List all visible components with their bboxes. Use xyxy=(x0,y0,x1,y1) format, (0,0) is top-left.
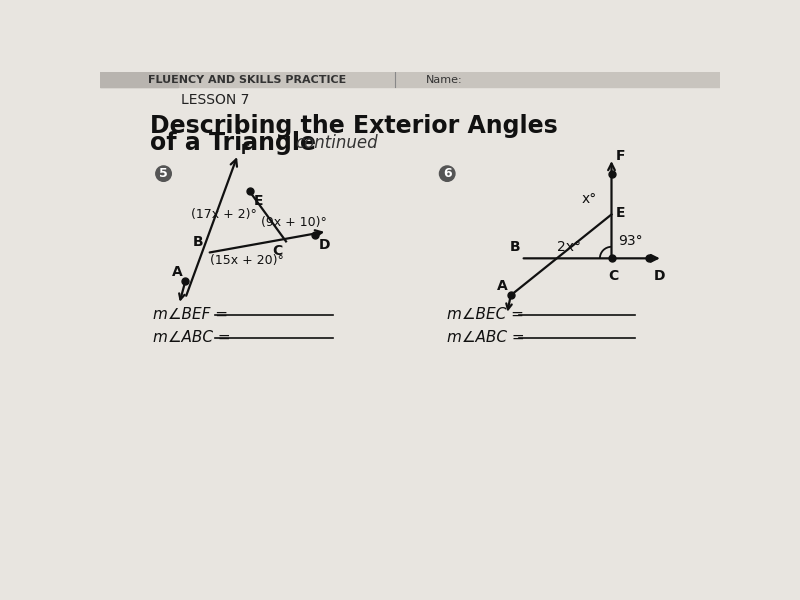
Text: LESSON 7: LESSON 7 xyxy=(182,94,250,107)
Text: Name:: Name: xyxy=(426,75,462,85)
Text: 2x°: 2x° xyxy=(558,240,582,254)
Text: B: B xyxy=(510,241,521,254)
Text: x°: x° xyxy=(582,192,598,206)
Text: B: B xyxy=(194,235,204,249)
Text: m∠BEC =: m∠BEC = xyxy=(447,307,529,322)
Circle shape xyxy=(156,166,171,181)
Text: (9x + 10)°: (9x + 10)° xyxy=(262,215,327,229)
Text: C: C xyxy=(273,244,283,258)
Text: Describing the Exterior Angles: Describing the Exterior Angles xyxy=(150,114,558,138)
Text: F: F xyxy=(240,143,250,157)
Bar xyxy=(100,72,720,88)
Text: 6: 6 xyxy=(443,167,451,180)
Text: of a Triangle: of a Triangle xyxy=(150,131,316,155)
Text: m∠ABC =: m∠ABC = xyxy=(153,330,235,345)
Text: m∠BEF =: m∠BEF = xyxy=(153,307,233,322)
Text: D: D xyxy=(318,238,330,253)
Text: C: C xyxy=(608,269,618,283)
Text: A: A xyxy=(497,279,508,293)
Text: m∠ABC =: m∠ABC = xyxy=(447,330,530,345)
Text: FLUENCY AND SKILLS PRACTICE: FLUENCY AND SKILLS PRACTICE xyxy=(148,75,346,85)
Text: F: F xyxy=(615,149,625,163)
Text: 93°: 93° xyxy=(618,235,642,248)
Text: A: A xyxy=(172,265,183,279)
Text: D: D xyxy=(654,269,666,283)
Text: E: E xyxy=(254,194,263,208)
Text: (15x + 20)°: (15x + 20)° xyxy=(210,254,284,267)
Circle shape xyxy=(439,166,455,181)
Text: continued: continued xyxy=(295,134,378,152)
Bar xyxy=(100,72,178,88)
Text: 5: 5 xyxy=(159,167,168,180)
Text: E: E xyxy=(616,206,626,220)
Text: (17x + 2)°: (17x + 2)° xyxy=(191,208,258,221)
